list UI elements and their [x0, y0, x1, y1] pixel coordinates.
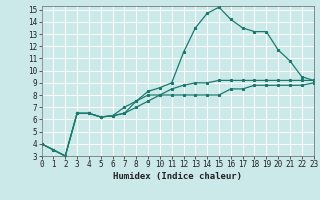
X-axis label: Humidex (Indice chaleur): Humidex (Indice chaleur): [113, 172, 242, 181]
